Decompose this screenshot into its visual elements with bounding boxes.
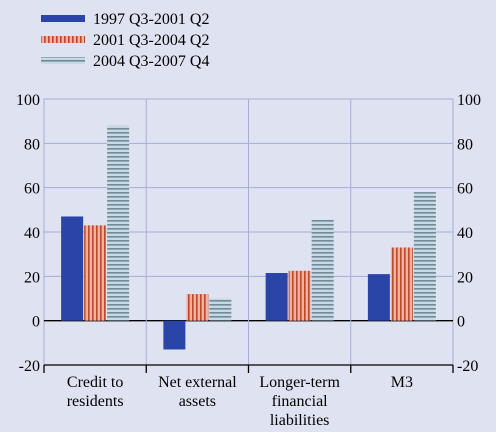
- y-tick-label-left: 0: [32, 314, 40, 331]
- bar: [367, 274, 390, 321]
- bar: [311, 219, 334, 321]
- y-tick-label-right: 20: [457, 269, 473, 286]
- y-tick-label-left: 80: [24, 136, 40, 153]
- legend-label: 2004 Q3-2007 Q4: [93, 53, 209, 70]
- legend-label: 1997 Q3-2001 Q2: [93, 11, 209, 28]
- bar: [84, 225, 107, 321]
- y-tick-label-right: 80: [457, 136, 473, 153]
- bar: [61, 216, 84, 321]
- chart-axes: [43, 364, 454, 373]
- bar: [209, 298, 232, 321]
- chart-bars: [61, 125, 436, 350]
- bar: [390, 247, 413, 321]
- legend-label: 2001 Q3-2004 Q2: [93, 32, 209, 49]
- y-tick-label-left: 20: [24, 269, 40, 286]
- legend-swatch: [41, 57, 85, 64]
- legend-swatch: [41, 15, 85, 22]
- bar: [186, 294, 209, 321]
- y-tick-label-left: 40: [24, 225, 40, 242]
- bar: [163, 320, 186, 350]
- category-label: M3: [391, 374, 413, 391]
- bar: [107, 125, 130, 321]
- y-tick-label-right: 0: [457, 314, 465, 331]
- legend-swatch: [41, 36, 85, 43]
- bar: [413, 192, 436, 321]
- category-label: Longer-term financial liabilities: [259, 374, 340, 429]
- bar: [265, 273, 288, 321]
- category-label: Credit to residents: [67, 374, 124, 410]
- chart-labels: -20 -20 0 0 20 20 40 40 60 60 80 80 100 100 Credit to r…: [16, 92, 481, 429]
- y-tick-label-left: 100: [16, 92, 40, 109]
- y-tick-label-right: 40: [457, 225, 473, 242]
- category-label: Net external assets: [158, 374, 237, 410]
- y-tick-label-right: -20: [457, 358, 478, 375]
- chart-legend: 1997 Q3-2001 Q2 2001 Q3-2004 Q2 2004 Q3-20…: [41, 11, 209, 70]
- y-tick-label-left: 60: [24, 181, 40, 198]
- y-tick-label-left: -20: [19, 358, 40, 375]
- bar: [288, 270, 311, 321]
- y-tick-label-right: 60: [457, 181, 473, 198]
- y-tick-label-right: 100: [457, 92, 481, 109]
